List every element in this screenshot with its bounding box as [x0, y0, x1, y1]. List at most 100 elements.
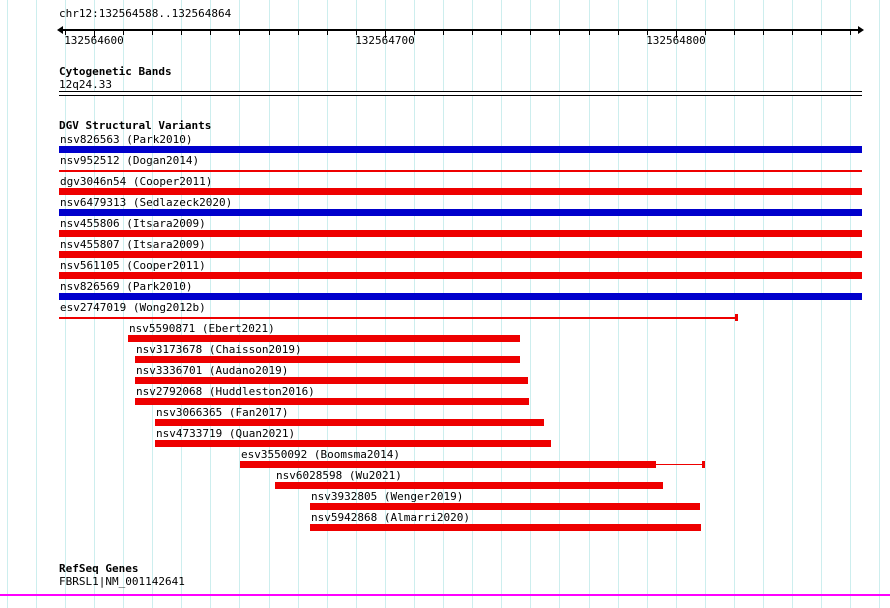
ruler-left-arrow-icon — [57, 26, 63, 34]
variant-label: nsv561105 (Cooper2011) — [60, 259, 206, 272]
gridline — [588, 0, 590, 608]
ruler-minor-tick — [239, 31, 241, 35]
variant-line[interactable] — [59, 317, 737, 319]
variant-bar[interactable] — [59, 146, 862, 153]
gridline — [297, 0, 299, 608]
variant-bar[interactable] — [59, 251, 862, 258]
variant-line[interactable] — [59, 170, 862, 172]
gridline — [6, 0, 8, 608]
ruler-minor-tick — [123, 31, 125, 35]
gridline — [617, 0, 619, 608]
ruler-minor-tick — [850, 31, 852, 35]
gridline — [239, 0, 241, 608]
variant-bar[interactable] — [135, 377, 528, 384]
variant-bar[interactable] — [59, 293, 862, 300]
ruler-minor-tick — [210, 31, 212, 35]
ruler-minor-tick — [326, 31, 328, 35]
gridline — [152, 0, 154, 608]
variant-label: nsv6028598 (Wu2021) — [276, 469, 402, 482]
ruler-minor-tick — [181, 31, 183, 35]
ruler-major-tick — [385, 31, 386, 38]
variant-label: nsv826569 (Park2010) — [60, 280, 193, 293]
variant-bar[interactable] — [59, 188, 862, 195]
ruler-minor-tick — [646, 31, 648, 35]
variant-label: nsv952512 (Dogan2014) — [60, 154, 200, 167]
variant-end-tick — [702, 461, 705, 468]
gridline — [93, 0, 95, 608]
variant-label: nsv6479313 (Sedlazeck2020) — [60, 196, 233, 209]
gridline — [850, 0, 852, 608]
cytoband-label: 12q24.33 — [59, 78, 112, 91]
ruler-right-arrow-icon — [858, 26, 864, 34]
gridline — [704, 0, 706, 608]
ruler-minor-tick — [559, 31, 561, 35]
region-label: chr12:132564588..132564864 — [59, 7, 232, 20]
variant-label: nsv4733719 (Quan2021) — [156, 427, 296, 440]
variant-label: nsv3173678 (Chaisson2019) — [136, 343, 302, 356]
variant-label: esv3550092 (Boomsma2014) — [241, 448, 400, 461]
ruler-minor-tick — [355, 31, 357, 35]
ruler-minor-tick — [821, 31, 823, 35]
variant-label: nsv5590871 (Ebert2021) — [129, 322, 275, 335]
gridline — [64, 0, 66, 608]
variant-bar[interactable] — [310, 503, 700, 510]
gridline — [123, 0, 125, 608]
variant-tail-line — [656, 464, 704, 465]
ruler-minor-tick — [617, 31, 619, 35]
variant-label: nsv2792068 (Huddleston2016) — [136, 385, 315, 398]
ruler-minor-tick — [413, 31, 415, 35]
variant-bar[interactable] — [155, 419, 544, 426]
variant-label: nsv3932805 (Wenger2019) — [311, 490, 464, 503]
variant-label: nsv5942868 (Almarri2020) — [311, 511, 470, 524]
gridline — [675, 0, 677, 608]
ruler-minor-tick — [472, 31, 474, 35]
ruler-minor-tick — [530, 31, 532, 35]
gridline — [763, 0, 765, 608]
gridline — [472, 0, 474, 608]
gridline — [35, 0, 37, 608]
variant-label: nsv3066365 (Fan2017) — [156, 406, 289, 419]
variant-bar[interactable] — [128, 335, 520, 342]
gridline — [384, 0, 386, 608]
variant-bar[interactable] — [59, 272, 862, 279]
ruler-tick-label: 132564600 — [64, 34, 124, 47]
gridline — [413, 0, 415, 608]
ruler-minor-tick — [64, 31, 66, 35]
refseq-section-title: RefSeq Genes — [59, 562, 139, 575]
ruler-major-tick — [676, 31, 677, 38]
cytogenetic-section-title: Cytogenetic Bands — [59, 65, 172, 78]
variant-bar[interactable] — [59, 209, 862, 216]
variant-end-tick — [735, 314, 738, 321]
variant-label: nsv455806 (Itsara2009) — [60, 217, 206, 230]
ruler-major-tick — [94, 31, 95, 38]
gridline — [646, 0, 648, 608]
gridline — [530, 0, 532, 608]
ruler-tick-label: 132564800 — [646, 34, 706, 47]
variant-label: nsv3336701 (Audano2019) — [136, 364, 289, 377]
variant-label: nsv826563 (Park2010) — [60, 133, 193, 146]
variant-label: nsv455807 (Itsara2009) — [60, 238, 206, 251]
gridline — [443, 0, 445, 608]
refseq-gene-glyph[interactable] — [0, 594, 890, 596]
variant-bar[interactable] — [135, 356, 520, 363]
variant-bar[interactable] — [135, 398, 529, 405]
ruler-minor-tick — [152, 31, 154, 35]
ruler-minor-tick — [297, 31, 299, 35]
gridline — [501, 0, 503, 608]
ruler-minor-tick — [268, 31, 270, 35]
gridline — [733, 0, 735, 608]
variant-bar[interactable] — [59, 230, 862, 237]
gridline — [268, 0, 270, 608]
variant-bar[interactable] — [155, 440, 551, 447]
gridline — [355, 0, 357, 608]
variant-bar[interactable] — [240, 461, 656, 468]
refseq-gene-label: FBRSL1|NM_001142641 — [59, 575, 185, 588]
cytoband-glyph[interactable] — [59, 91, 862, 96]
variant-bar[interactable] — [310, 524, 701, 531]
gridline — [181, 0, 183, 608]
variant-bar[interactable] — [275, 482, 663, 489]
coordinate-ruler-line — [59, 29, 862, 31]
ruler-minor-tick — [704, 31, 706, 35]
ruler-minor-tick — [588, 31, 590, 35]
